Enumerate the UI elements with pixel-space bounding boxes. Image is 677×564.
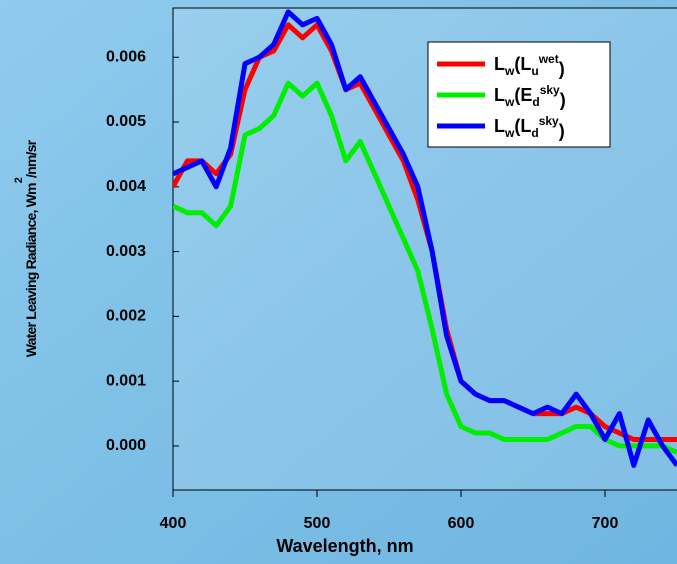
y-axis-label: Water Leaving Radiance, Wm2/nm/sr [13,139,39,357]
legend-label-part: w [504,64,515,78]
legend-label-part: (E [514,85,532,105]
y-tick-label: 0.006 [106,48,146,65]
y-tick-label: 0.004 [106,178,146,195]
x-tick-label: 500 [304,515,331,532]
data-line [173,9,677,468]
legend-label-part: u [531,64,538,78]
data-line [173,80,677,455]
legend-label-part: L [494,116,505,136]
y-tick-label: 0.001 [106,372,146,389]
y-tick-label: 0.005 [106,113,146,130]
legend-label-part: w [504,126,515,140]
x-tick-label: 600 [448,515,475,532]
legend-label-part: wet [538,52,559,66]
legend-label-part: ) [559,59,565,79]
legend-label: Lw(Edsky) [494,83,566,110]
legend-label-part: d [531,126,538,140]
legend-label-part: ) [559,121,565,141]
legend-label: Lw(Ldsky) [494,114,565,141]
legend-label-part: sky [540,83,560,97]
y-tick-label: 0.003 [106,243,146,260]
legend-label-part: (L [514,116,531,136]
legend-label-part: w [504,95,515,109]
x-tick-label: 700 [592,515,619,532]
y-label-text: /nm/sr [23,139,39,178]
legend-label-part: L [494,85,505,105]
legend-label-part: (L [514,54,531,74]
legend-label-part: ) [560,90,566,110]
legend-label: Lw(Luwet) [494,52,565,79]
y-label-text: Water Leaving Radiance, Wm [23,183,39,357]
x-axis-label: Wavelength, nm [276,536,413,556]
x-tick-label: 400 [160,515,187,532]
legend-label-part: sky [539,114,559,128]
legend-label-part: d [532,95,539,109]
y-tick-label: 0.000 [106,437,146,454]
y-tick-label: 0.002 [106,308,146,325]
legend-label-part: L [494,54,505,74]
y-label-exponent: 2 [13,177,25,183]
